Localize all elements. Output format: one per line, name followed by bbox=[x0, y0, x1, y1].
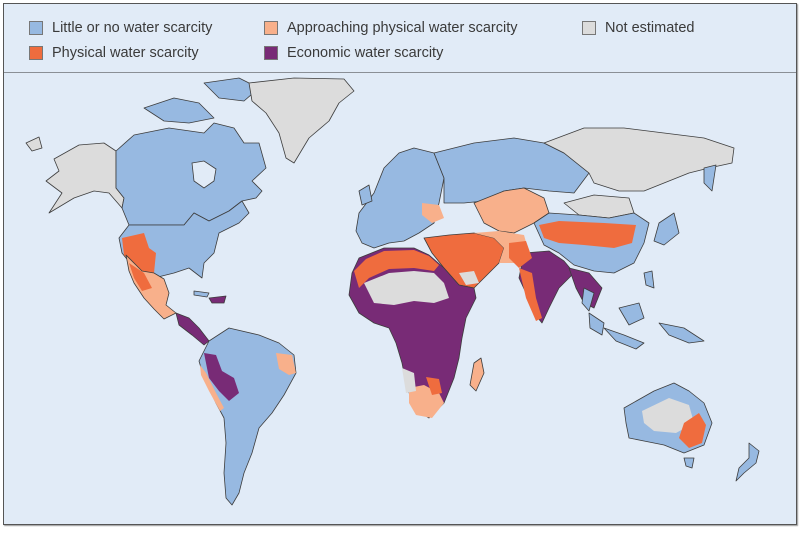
legend-swatch-orange-icon bbox=[29, 46, 43, 60]
region-south-africa-east bbox=[426, 377, 442, 395]
legend-item-not-estimated: Not estimated bbox=[582, 20, 694, 36]
legend-swatch-peach-icon bbox=[264, 21, 278, 35]
region-northern-china bbox=[539, 221, 636, 248]
legend-swatch-blue-icon bbox=[29, 21, 43, 35]
region-tasmania bbox=[683, 457, 695, 469]
region-pakistan bbox=[509, 241, 532, 268]
legend-label: Not estimated bbox=[605, 20, 695, 36]
region-uk bbox=[358, 184, 373, 206]
region-borneo bbox=[618, 302, 645, 326]
region-greenland bbox=[248, 77, 355, 164]
legend-item-approaching-scarcity: Approaching physical water scarcity bbox=[264, 20, 518, 36]
legend-swatch-gray-icon bbox=[582, 21, 596, 35]
legend-item-little-scarcity: Little or no water scarcity bbox=[29, 20, 212, 36]
world-map bbox=[25, 77, 760, 506]
region-mexico-northwest bbox=[129, 263, 152, 291]
region-middle-east bbox=[423, 232, 505, 289]
region-java bbox=[603, 327, 645, 350]
legend-label: Approaching physical water scarcity bbox=[287, 20, 518, 36]
legend-label: Little or no water scarcity bbox=[52, 20, 213, 36]
legend-swatch-purple-icon bbox=[264, 46, 278, 60]
region-peru-coast bbox=[200, 365, 224, 411]
legend-label: Economic water scarcity bbox=[287, 45, 444, 61]
legend-item-economic-scarcity: Economic water scarcity bbox=[264, 45, 443, 61]
region-canada bbox=[115, 122, 267, 226]
region-new-guinea bbox=[658, 322, 705, 344]
region-alaska bbox=[45, 142, 125, 214]
region-new-zealand bbox=[735, 442, 760, 482]
region-southwest-us bbox=[122, 233, 156, 273]
region-sumatra bbox=[588, 312, 605, 336]
region-ukraine bbox=[422, 203, 444, 223]
region-arabia-interior bbox=[459, 271, 479, 285]
region-arctic-islands bbox=[143, 97, 215, 124]
region-haiti bbox=[208, 295, 227, 304]
region-murray-darling bbox=[679, 413, 706, 448]
region-sakhalin bbox=[703, 164, 717, 192]
legend: Little or no water scarcity Approaching … bbox=[4, 4, 796, 73]
region-alaska-island bbox=[25, 136, 43, 152]
region-north-africa bbox=[354, 250, 439, 288]
region-russia-west bbox=[433, 137, 590, 204]
region-central-america bbox=[175, 312, 210, 346]
region-namibia bbox=[402, 368, 416, 393]
map-figure: Little or no water scarcity Approaching … bbox=[3, 3, 797, 525]
region-india-west bbox=[519, 268, 542, 321]
region-australia-interior bbox=[642, 398, 694, 433]
region-philippines bbox=[643, 270, 655, 289]
region-thailand-south bbox=[581, 287, 595, 312]
region-siberia bbox=[543, 127, 735, 192]
region-southeast-asia bbox=[568, 267, 603, 309]
region-sahara bbox=[364, 271, 449, 305]
legend-item-physical-scarcity: Physical water scarcity bbox=[29, 45, 199, 61]
hudson-bay bbox=[191, 160, 217, 189]
region-northeast-brazil bbox=[276, 353, 296, 375]
legend-label: Physical water scarcity bbox=[52, 45, 199, 61]
region-japan bbox=[653, 212, 680, 246]
region-peru-bolivia bbox=[204, 353, 239, 401]
region-madagascar bbox=[469, 357, 485, 392]
region-cuba bbox=[193, 290, 210, 298]
